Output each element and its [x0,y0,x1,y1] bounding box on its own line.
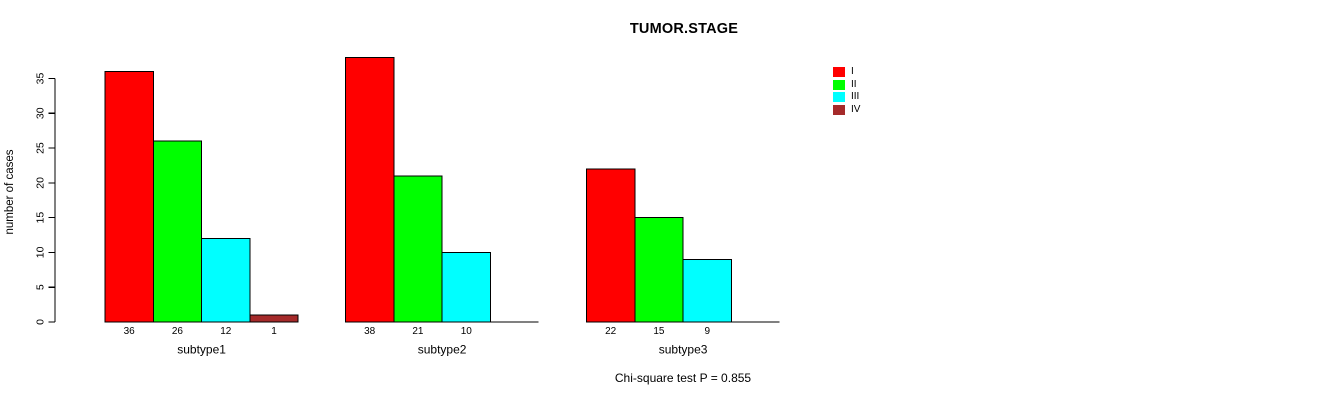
bar-subtype3-I [586,168,636,323]
bar-value-label: 36 [124,326,136,337]
bar-value-label: 38 [364,326,376,337]
y-tick-label: 30 [35,107,47,119]
bar-value-label: 9 [704,326,710,337]
y-tick-label: 25 [35,142,47,154]
bar-subtype1-II [152,140,203,323]
bar-value-label: 1 [271,326,277,337]
bar-value-label: 12 [220,326,232,337]
legend-entry-I: I [833,66,860,79]
legend-label: I [851,66,854,78]
y-tick-label: 20 [35,177,47,189]
bar-subtype3-III [682,258,732,323]
legend-entry-III: III [833,91,860,104]
bar-value-label: 15 [653,326,665,337]
legend-swatch-III [833,92,845,103]
legend-label: II [851,78,857,90]
legend-entry-II: II [833,79,860,92]
legend-swatch-II [833,79,845,90]
bar-value-label: 21 [412,326,424,337]
legend-entry-IV: IV [833,104,860,117]
bar-subtype2-III [441,251,491,323]
chi-square-annotation: Chi-square test P = 0.855 [614,371,752,385]
bar-subtype1-I [104,71,154,323]
group-label-subtype3: subtype3 [659,343,708,357]
bar-subtype3-II [634,217,684,323]
bar-subtype2-II [393,175,443,323]
legend: I II III IV [833,66,860,116]
legend-swatch-I [833,67,845,78]
y-axis-label: number of cases [4,149,16,234]
bar-value-label: 22 [605,326,617,337]
bar-subtype1-IV [249,314,299,323]
bar-subtype2-I [345,57,395,323]
y-tick-label: 0 [35,319,47,325]
bar-subtype1-III [201,238,251,323]
group-label-subtype1: subtype1 [177,343,226,357]
group-label-subtype2: subtype2 [418,343,467,357]
legend-label: IV [851,104,861,116]
legend-label: III [851,91,860,103]
chart-title: TUMOR.STAGE [629,21,739,37]
bar-value-label: 10 [461,326,473,337]
y-tick-label: 15 [35,212,47,224]
y-tick-label: 5 [35,284,47,290]
legend-swatch-IV [833,105,845,116]
y-tick-label: 35 [35,73,47,85]
bar-value-label: 26 [172,326,184,337]
y-tick-label: 10 [35,246,47,258]
